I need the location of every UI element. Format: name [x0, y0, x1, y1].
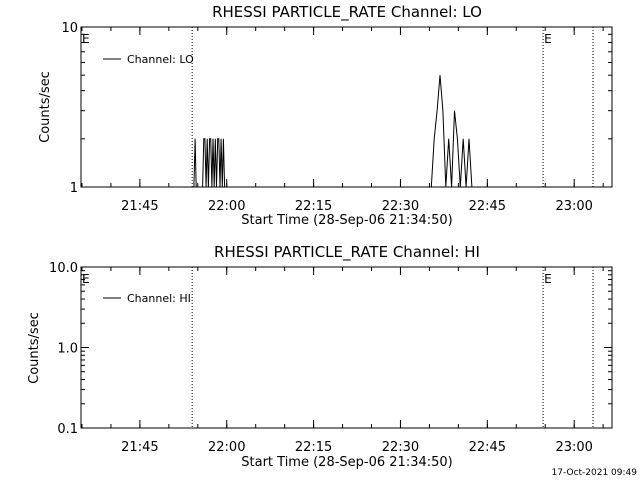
panel-hi-x-tick-label: 23:00 [555, 440, 592, 455]
panel-lo-x-tick-label: 22:45 [469, 199, 506, 214]
panel-hi-title: RHESSI PARTICLE_RATE Channel: HI [214, 243, 480, 262]
panel-hi-x-tick-label: 22:00 [208, 440, 245, 455]
panel-hi-marker-label: E [544, 272, 552, 286]
panel-hi-y-tick-label: 0.1 [57, 422, 78, 437]
panel-lo-x-tick-label: 21:45 [121, 199, 158, 214]
panel-hi-legend-label: Channel: HI [127, 292, 191, 305]
footer-timestamp: 17-Oct-2021 09:49 [552, 468, 638, 478]
panel-hi-marker-label: E [82, 272, 90, 286]
panel-hi-x-tick-label: 22:45 [469, 440, 506, 455]
panel-lo-x-tick-label: 22:15 [295, 199, 332, 214]
panel-hi-x-tick-label: 21:45 [121, 440, 158, 455]
panel-hi-y-tick-label: 1.0 [57, 342, 78, 357]
panel-lo-marker-label: E [82, 32, 90, 46]
panel-lo-y-tick-label: 10 [61, 21, 78, 36]
panel-lo-x-tick-label: 22:00 [208, 199, 245, 214]
panel-lo-series-line [81, 75, 612, 188]
panel-lo-x-tick-label: 23:00 [555, 199, 592, 214]
panel-hi-y-tick-label: 10.0 [49, 261, 78, 276]
panel-hi-x-tick-label: 22:15 [295, 440, 332, 455]
panel-lo-legend-label: Channel: LO [127, 53, 194, 66]
panel-lo-x-tick-label: 22:30 [382, 199, 419, 214]
panel-lo-xlabel: Start Time (28-Sep-06 21:34:50) [241, 213, 452, 228]
panel-hi-ylabel: Counts/sec [27, 312, 42, 384]
panel-lo-marker-label: E [544, 32, 552, 46]
panel-lo-y-tick-label: 1 [70, 181, 78, 196]
panel-lo-title: RHESSI PARTICLE_RATE Channel: LO [212, 3, 482, 22]
panel-hi-x-tick-label: 22:30 [382, 440, 419, 455]
panel-lo-ylabel: Counts/sec [38, 71, 53, 143]
panel-hi-xlabel: Start Time (28-Sep-06 21:34:50) [241, 455, 452, 470]
